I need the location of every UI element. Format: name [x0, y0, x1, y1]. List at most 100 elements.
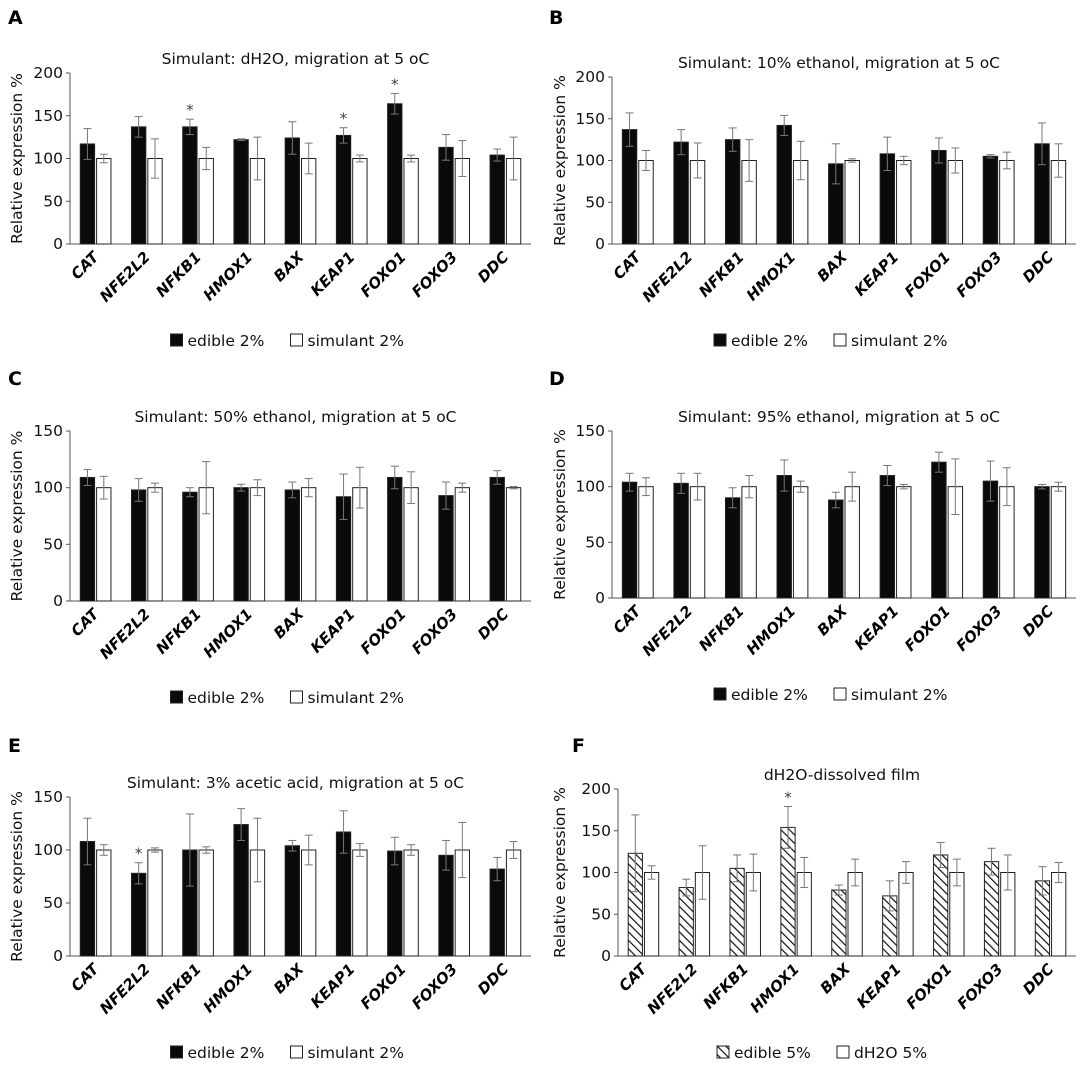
x-tick-label-a: FOXO1: [357, 248, 410, 301]
chart-title-a: Simulant: dH2O, migration at 5 oC: [162, 50, 430, 68]
legend-swatch-e: [290, 1045, 303, 1059]
bar-edible-b: [724, 139, 741, 245]
bar-control-b: [896, 160, 912, 245]
y-tick-label-b: 200: [575, 68, 605, 86]
bar-edible-a: [182, 126, 198, 245]
chart-svg-e: E Simulant: 3% acetic acid, migration at …: [8, 735, 531, 1062]
significance-star-e: *: [135, 845, 143, 863]
bar-edible-e: [284, 845, 300, 957]
legend-swatch-c: [290, 690, 303, 704]
x-tick-label-c: NFE2L2: [96, 605, 154, 663]
bar-edible-f: [983, 861, 1000, 957]
x-tick-label-a: FOXO3: [408, 248, 461, 301]
panel-letter-e: E: [8, 735, 21, 757]
chart-title-c: Simulant: 50% ethanol, migration at 5 oC: [134, 408, 456, 426]
bar-control-a: [96, 158, 112, 245]
legend-swatch-f: [836, 1045, 850, 1059]
x-tick-label-e: HMOX1: [200, 960, 256, 1016]
bar-control-b: [638, 160, 654, 245]
panel-e: E Simulant: 3% acetic acid, migration at …: [0, 720, 543, 1080]
x-tick-label-e: NFE2L2: [96, 960, 154, 1018]
bar-control-c: [454, 487, 471, 602]
panel-letter-f: F: [572, 735, 585, 757]
bar-edible-c: [79, 476, 96, 602]
bar-control-f: [643, 872, 660, 957]
x-tick-label-a: NFKB1: [152, 248, 205, 301]
x-tick-label-f: DDC: [1019, 960, 1057, 998]
bar-edible-c: [130, 489, 147, 602]
bar-edible-e: [233, 824, 249, 957]
bar-control-f: [1051, 872, 1067, 957]
y-tick-label-f: 200: [581, 780, 611, 798]
bar-control-d: [896, 486, 912, 599]
legend-label-a: edible 2%: [188, 332, 265, 350]
bar-control-d: [741, 486, 757, 599]
y-tick-label-e: 100: [33, 841, 63, 859]
y-tick-label-a: 50: [43, 192, 63, 210]
legend-label-c: simulant 2%: [308, 689, 405, 707]
legend-label-a: simulant 2%: [308, 332, 405, 350]
x-tick-label-d: BAX: [814, 601, 852, 639]
y-axis-label-a: Relative expression %: [8, 73, 26, 244]
y-tick-label-d: 150: [575, 422, 605, 440]
bar-control-c: [249, 487, 266, 602]
x-tick-label-e: CAT: [67, 959, 103, 995]
bar-edible-d: [673, 482, 689, 599]
bar-control-d: [638, 486, 654, 599]
y-tick-label-c: 50: [43, 535, 63, 553]
bar-edible-c: [233, 487, 249, 602]
x-tick-label-f: KEAP1: [853, 960, 905, 1012]
x-tick-label-f: NFKB1: [700, 960, 753, 1013]
y-tick-label-c: 150: [33, 422, 63, 440]
bar-edible-e: [489, 868, 505, 957]
y-axis-label-c: Relative expression %: [8, 431, 26, 602]
y-tick-label-f: 150: [581, 822, 611, 840]
bar-control-c: [301, 487, 317, 602]
x-tick-label-d: HMOX1: [743, 602, 799, 658]
x-tick-label-c: DDC: [474, 605, 512, 643]
bar-edible-c: [182, 491, 198, 602]
y-axis-label-e: Relative expression %: [8, 791, 26, 962]
bar-edible-e: [387, 850, 403, 957]
x-tick-label-b: HMOX1: [743, 248, 799, 304]
x-tick-label-c: BAX: [270, 604, 308, 642]
bar-edible-d: [828, 499, 844, 599]
legend-label-b: edible 2%: [731, 332, 808, 350]
x-tick-label-a: BAX: [270, 247, 308, 285]
y-tick-label-b: 0: [595, 235, 605, 253]
x-tick-label-e: NFKB1: [152, 960, 205, 1013]
y-tick-label-c: 0: [53, 592, 63, 610]
x-tick-label-c: KEAP1: [307, 605, 359, 657]
y-tick-label-d: 0: [595, 589, 605, 607]
x-tick-label-c: FOXO3: [408, 605, 461, 658]
legend-label-e: simulant 2%: [308, 1044, 405, 1062]
bar-control-d: [1050, 486, 1067, 599]
y-tick-label-a: 0: [53, 235, 63, 253]
bar-edible-b: [931, 149, 947, 245]
bar-edible-f: [831, 889, 847, 957]
y-tick-label-d: 50: [585, 533, 605, 551]
x-tick-label-d: KEAP1: [851, 602, 903, 654]
x-tick-label-f: FOXO1: [903, 960, 956, 1013]
bar-edible-a: [233, 139, 249, 245]
x-tick-label-d: DDC: [1019, 602, 1057, 640]
chart-svg-d: D Simulant: 95% ethanol, migration at 5 o…: [549, 368, 1076, 704]
bar-control-c: [403, 487, 419, 602]
panel-letter-b: B: [549, 7, 563, 29]
x-tick-label-d: NFE2L2: [639, 602, 697, 660]
significance-star-a: *: [391, 76, 399, 94]
panel-letter-d: D: [549, 368, 565, 390]
chart-title-e: Simulant: 3% acetic acid, migration at 5…: [127, 774, 464, 792]
legend-swatch-b: [833, 333, 847, 347]
y-axis-label-b: Relative expression %: [551, 75, 569, 246]
y-tick-label-e: 0: [53, 947, 63, 965]
bar-edible-e: [130, 872, 147, 957]
bar-control-c: [505, 487, 522, 602]
bar-edible-b: [776, 124, 792, 245]
x-tick-label-e: DDC: [474, 960, 512, 998]
y-tick-label-f: 50: [591, 905, 611, 923]
panel-letter-a: A: [8, 7, 23, 29]
x-tick-label-d: FOXO1: [901, 602, 954, 655]
